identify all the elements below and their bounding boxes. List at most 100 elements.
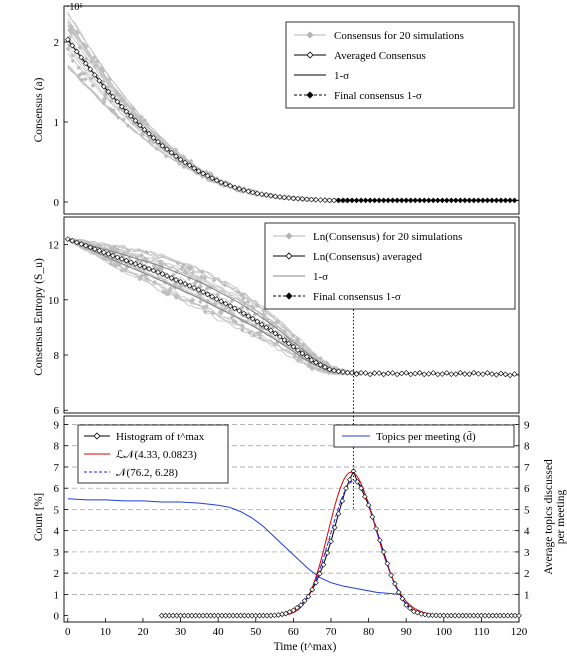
panel3-histogram-point (350, 468, 357, 475)
panel1-legend-label: Averaged Consensus (334, 50, 426, 62)
panel2-averaged-point (231, 305, 238, 312)
panel2-ytick-label: 6 (54, 405, 60, 417)
panel2-simulation-point (125, 248, 131, 254)
panel2-averaged-point (349, 369, 355, 376)
panel2-simulation-point (251, 332, 257, 338)
panel1-averaged-point (313, 196, 319, 203)
panel1-averaged-point (511, 197, 518, 204)
panel2-simulation-point (197, 299, 203, 305)
panel3-histogram-point (362, 493, 368, 500)
panel1-averaged-point (475, 197, 482, 204)
panel2-simulation-point (317, 366, 323, 372)
panel1-averaged-point (371, 197, 378, 204)
panel3-histogram-point (245, 612, 252, 619)
panel2-legend-marker (285, 252, 293, 260)
panel3-histogram-point (429, 612, 436, 619)
panel1-averaged-point (412, 197, 419, 204)
panel3-histogram-point (482, 612, 488, 619)
panel3-legend-left-marker (93, 432, 101, 440)
panel2-averaged-point (376, 370, 382, 376)
panel1-simulation-point (70, 58, 76, 64)
panel3-histogram-point (286, 609, 293, 615)
panel1-simulation-point (88, 59, 94, 65)
panel2-simulation-point (157, 259, 163, 265)
panel3-histogram-point (463, 612, 470, 619)
panel2-averaged-point (258, 321, 265, 328)
panel3-histogram-point (444, 612, 451, 619)
panel2-averaged-point (471, 369, 477, 376)
panel1-averaged-point (434, 197, 441, 204)
panel2-averaged-point (498, 370, 504, 377)
panel2-averaged-point (466, 371, 473, 377)
panel1-legend-label: Consensus for 20 simulations (334, 30, 464, 42)
panel2-simulation-point (254, 303, 260, 309)
panel2-simulation-point (190, 270, 195, 276)
panel3-ytick-label-right: 5 (524, 504, 530, 516)
panel1-averaged-point (403, 197, 410, 204)
panel3-histogram-point (252, 612, 259, 619)
panel2-averaged-point (73, 239, 80, 246)
panel3-histogram-point (456, 612, 462, 619)
panel2-simulation-point (218, 310, 224, 316)
panel2-averaged-point (105, 251, 112, 257)
panel1-averaged-point (204, 172, 211, 179)
panel1-simulation-point (88, 76, 94, 81)
panel1-averaged-point (489, 197, 495, 204)
panel1-averaged-point (272, 193, 279, 200)
panel1-legend-marker (306, 91, 314, 99)
panel2-simulation-point (215, 292, 221, 297)
panel3-histogram-point (313, 579, 319, 586)
panel3-legend-left-label: ℒ𝒩(4.33, 0.0823) (116, 449, 197, 461)
panel1-simulation-point (125, 123, 131, 129)
panel3-histogram-point (324, 550, 331, 556)
panel2-simulation-point (112, 244, 118, 250)
panel3-histogram-point (189, 612, 195, 619)
panel1-averaged-point (457, 197, 464, 204)
panel2-averaged-point (507, 372, 513, 379)
panel1-averaged-point (421, 197, 428, 204)
panel2-averaged-point (475, 370, 482, 377)
panel3-histogram-point (237, 612, 244, 619)
panel2-simulation-point (281, 329, 287, 334)
panel1-averaged-point (439, 197, 446, 204)
panel3-histogram-point (339, 498, 346, 504)
panel3-histogram-point (478, 612, 485, 619)
panel2-averaged-point (218, 298, 225, 305)
panel3-legend-right (333, 424, 515, 448)
panel1-averaged-point (231, 184, 238, 191)
panel1-averaged-point (137, 122, 143, 129)
panel1-averaged-point (159, 142, 166, 149)
panel1-averaged-point (96, 77, 103, 84)
panel3-histogram-point (196, 612, 203, 619)
panel3-histogram-point (320, 561, 327, 568)
panel1-simulation-point (115, 115, 121, 120)
panel2-averaged-point (123, 257, 130, 264)
panel1-averaged-point (443, 197, 450, 204)
panel3-histogram-point (331, 524, 338, 531)
panel2-simulation-point (308, 363, 314, 369)
panel3-xtick-label: 60 (288, 626, 300, 638)
panel3-histogram-point (486, 612, 492, 619)
panel1-averaged-point (267, 192, 274, 199)
panel3-topics-line (67, 498, 399, 595)
panel3-ylabel-right-line1: Average topics discussed (543, 459, 555, 575)
panel3-histogram-point (177, 612, 184, 619)
panel1-simulation-point (90, 83, 96, 88)
panel1-averaged-point (218, 179, 225, 186)
panel1-simulation-point (142, 117, 148, 123)
panel1-simulation-point (77, 72, 82, 78)
panel1-simulation-point (79, 71, 84, 77)
panel1-averaged-point (92, 72, 98, 78)
panel1-averaged-point (466, 197, 473, 204)
panel3-histogram-point (493, 612, 500, 619)
panel1-averaged-point (182, 159, 188, 166)
panel1-legend (285, 21, 515, 109)
panel3-xtick-label: 50 (250, 626, 262, 638)
panel3-ytick-label: 3 (54, 547, 60, 559)
panel2-simulation-point (168, 286, 173, 292)
panel2-averaged-point (398, 370, 405, 377)
panel2-simulation-point (242, 300, 247, 306)
panel2-averaged-point (484, 370, 491, 376)
